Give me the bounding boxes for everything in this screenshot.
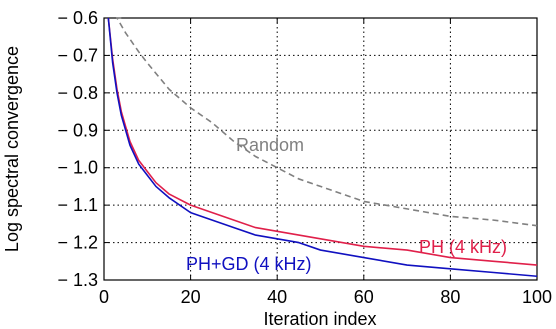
series-label-ph-gd: PH+GD (4 kHz) xyxy=(186,254,312,274)
x-axis-title: Iteration index xyxy=(263,309,376,329)
x-tick-label: 20 xyxy=(181,287,201,307)
x-tick-label: 0 xyxy=(99,287,109,307)
series-lines xyxy=(107,17,538,278)
y-tick-label: − 1.2 xyxy=(57,233,98,253)
x-tick-label: 100 xyxy=(522,287,552,307)
x-tick-label: 80 xyxy=(440,287,460,307)
plot-frame xyxy=(103,17,538,281)
y-tick-label: − 0.6 xyxy=(57,8,98,28)
y-tick-label: − 1.1 xyxy=(57,195,98,215)
x-tick-label: 40 xyxy=(267,287,287,307)
series-line-ph-gd xyxy=(107,17,538,278)
y-axis-title: Log spectral convergence xyxy=(2,46,22,252)
series-labels: Random PH (4 kHz) PH+GD (4 kHz) xyxy=(186,135,507,274)
series-line-ph xyxy=(107,17,538,266)
x-tick-label: 60 xyxy=(354,287,374,307)
y-tick-label: − 0.7 xyxy=(57,45,98,65)
y-tick-label: − 1.3 xyxy=(57,270,98,290)
series-label-ph: PH (4 kHz) xyxy=(419,237,507,257)
grid-lines xyxy=(104,18,537,280)
y-tick-label: − 1.0 xyxy=(57,158,98,178)
y-tick-label: − 0.8 xyxy=(57,83,98,103)
series-label-random: Random xyxy=(236,135,304,155)
axis-ticks: 0 20 40 60 80 100 − 0.6 − 0.7 − 0.8 − 0.9 − 1.0 − 1… xyxy=(57,8,552,307)
series-line-random xyxy=(116,17,538,227)
y-tick-label: − 0.9 xyxy=(57,120,98,140)
